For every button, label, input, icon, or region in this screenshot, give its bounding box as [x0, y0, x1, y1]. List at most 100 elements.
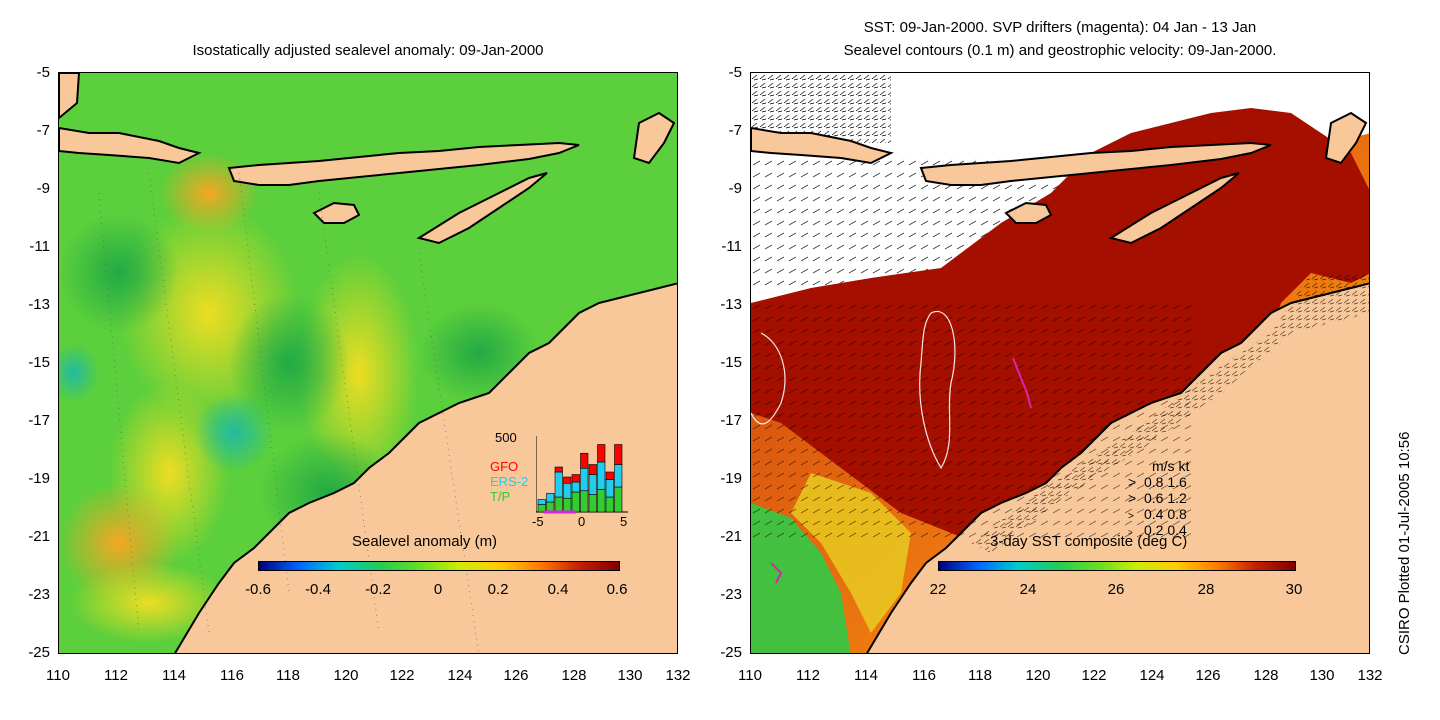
- right-y-tick: -19: [720, 470, 742, 487]
- bali-lombok-islands: [227, 141, 580, 186]
- sealevel-anomaly-map: [58, 72, 678, 654]
- histogram-bar-gfo: [588, 464, 597, 475]
- velocity-legend-row: >0.6 1.2: [1128, 490, 1187, 506]
- arrow-icon: >: [1128, 528, 1133, 537]
- altimetry-histogram: [536, 436, 628, 514]
- flores-top-island: [1324, 111, 1368, 165]
- right-x-tick: 124: [1139, 667, 1165, 684]
- left-y-tick: -7: [36, 122, 50, 139]
- right-y-tick: -9: [728, 180, 742, 197]
- left-x-tick: 132: [665, 667, 691, 684]
- left-x-tick: 122: [389, 667, 415, 684]
- histogram-bar-tp: [588, 494, 597, 513]
- sumba-island: [1004, 201, 1053, 224]
- histogram-bar-ers: [563, 482, 572, 499]
- right-y-tick: -17: [720, 412, 742, 429]
- histogram-bar-ers: [537, 499, 546, 505]
- left-y-tick: -11: [29, 238, 50, 255]
- histogram-bar-gfo: [597, 444, 606, 463]
- right-x-tick: 116: [912, 667, 936, 684]
- right-x-tick: 128: [1253, 667, 1279, 684]
- colorbar-tick: 26: [1107, 581, 1125, 598]
- timor-island: [1108, 172, 1240, 245]
- right-x-tick: 114: [854, 667, 878, 684]
- legend-gfo: GFO: [490, 459, 519, 474]
- left-x-tick: 128: [561, 667, 587, 684]
- bali-lombok-islands: [919, 141, 1272, 186]
- svp-drifter-track: [1012, 357, 1032, 409]
- histogram-bar-tp: [614, 486, 623, 513]
- histogram-bar-gfo: [554, 466, 563, 473]
- histogram-x-tick: 0: [578, 514, 586, 529]
- sealevel-contours: [751, 310, 956, 470]
- left-x-tick: 114: [162, 667, 186, 684]
- left-y-tick: -23: [28, 586, 50, 603]
- left-y-tick: -15: [28, 354, 50, 371]
- sst-composite-map: [750, 72, 1370, 654]
- left-y-tick: -13: [28, 296, 50, 313]
- right-x-tick: 122: [1081, 667, 1107, 684]
- histogram-bar-ers: [554, 471, 563, 498]
- histogram-bar-gfo: [563, 476, 572, 484]
- histogram-bar-tp: [571, 491, 580, 513]
- colorbar-tick: 24: [1019, 581, 1037, 598]
- legend-tp: T/P: [490, 489, 511, 504]
- timor-island: [416, 172, 548, 245]
- histogram-bar-ers: [597, 461, 606, 490]
- flores-top-island: [632, 111, 676, 165]
- java-island: [59, 126, 202, 165]
- right-y-tick: -7: [728, 122, 742, 139]
- colorbar-tick: 0.6: [606, 581, 628, 598]
- right-y-tick: -13: [720, 296, 742, 313]
- colorbar-tick: 0.4: [547, 581, 569, 598]
- legend-ers2: ERS-2: [490, 474, 529, 489]
- left-y-tick: -19: [28, 470, 50, 487]
- right-y-tick: -21: [720, 528, 742, 545]
- left-y-tick: -17: [28, 412, 50, 429]
- left-x-tick: 120: [333, 667, 359, 684]
- left-y-tick: -9: [36, 180, 50, 197]
- histogram-bar-tp: [597, 489, 606, 513]
- histogram-bar-tp: [605, 496, 614, 513]
- histogram-x-tick: -5: [532, 514, 544, 529]
- right-y-tick: -25: [720, 644, 742, 661]
- java-island: [751, 126, 894, 165]
- histogram-bar-ers: [588, 474, 597, 495]
- histogram-bar-tp: [563, 497, 572, 513]
- right-y-tick: -11: [721, 238, 742, 255]
- plot-credit: CSIRO Plotted 01-Jul-2005 10:56: [1396, 431, 1413, 655]
- left-y-tick: -5: [36, 64, 50, 81]
- left-y-tick: -25: [28, 644, 50, 661]
- histogram-bar-gfo: [580, 452, 589, 469]
- colorbar-tick: -0.2: [365, 581, 391, 598]
- left-y-tick: -21: [28, 528, 50, 545]
- colorbar-tick: -0.4: [305, 581, 331, 598]
- australia-land: [174, 282, 677, 653]
- colorbar-tick: 0: [433, 581, 443, 598]
- right-map-title-line1: SST: 09-Jan-2000. SVP drifters (magenta)…: [863, 19, 1257, 36]
- histogram-bar-ers: [580, 467, 589, 492]
- left-x-tick: 130: [617, 667, 643, 684]
- colorbar-tick: 30: [1285, 581, 1303, 598]
- right-x-tick: 126: [1195, 667, 1221, 684]
- right-x-tick: 120: [1025, 667, 1051, 684]
- right-x-tick: 118: [968, 667, 992, 684]
- velocity-legend-row: >0.2 0.4: [1128, 522, 1187, 538]
- velocity-legend-header: m/s kt: [1152, 458, 1190, 474]
- right-x-tick: 110: [738, 667, 762, 684]
- histogram-bar-gfo: [571, 474, 580, 483]
- colorbar-tick: -0.6: [245, 581, 271, 598]
- arrow-icon: >: [1128, 511, 1134, 522]
- left-x-tick: 112: [104, 667, 128, 684]
- right-map-title-line2: Sealevel contours (0.1 m) and geostrophi…: [843, 42, 1277, 59]
- velocity-legend-row: >0.4 0.8: [1128, 506, 1187, 522]
- sumba-island: [312, 201, 361, 224]
- west-java-land: [59, 73, 81, 120]
- histogram-max-label: 500: [495, 430, 517, 445]
- left-x-tick: 110: [46, 667, 70, 684]
- right-y-tick: -23: [720, 586, 742, 603]
- colorbar-tick: 0.2: [487, 581, 509, 598]
- right-x-tick: 112: [796, 667, 820, 684]
- left-map-title: Isostatically adjusted sealevel anomaly:…: [192, 42, 544, 59]
- right-x-tick: 130: [1309, 667, 1335, 684]
